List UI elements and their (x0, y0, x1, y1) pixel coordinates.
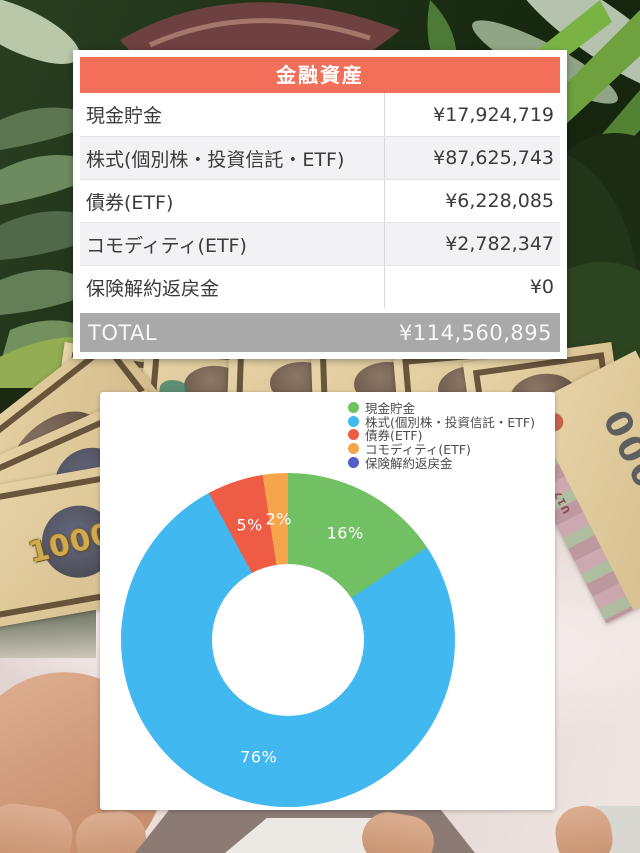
legend-item: 現金貯金 (348, 401, 535, 417)
asset-table-card: 金融資産 現金貯金 ¥17,924,719 株式(個別株・投資信託・ETF) ¥… (73, 50, 567, 359)
legend-label: 株式(個別株・投資信託・ETF) (365, 414, 535, 430)
donut-chart-card: 現金貯金 株式(個別株・投資信託・ETF) 債券(ETF) コモディティ(ETF… (100, 392, 555, 810)
row-value: ¥0 (529, 276, 554, 298)
total-value: ¥114,560,895 (399, 320, 552, 345)
legend-item: 保険解約返戻金 (348, 455, 535, 471)
pct-label: 76% (240, 747, 278, 767)
legend-marker (348, 443, 359, 455)
row-label: 債券(ETF) (80, 180, 385, 222)
row-label: 現金貯金 (80, 93, 385, 136)
table-row: コモディティ(ETF) ¥2,782,347 (80, 222, 560, 265)
table-row: 債券(ETF) ¥6,228,085 (80, 179, 560, 222)
row-value: ¥87,625,743 (433, 147, 554, 169)
table-total-row: TOTAL ¥114,560,895 (80, 313, 560, 352)
row-label: 株式(個別株・投資信託・ETF) (80, 137, 385, 179)
legend-label: 保険解約返戻金 (365, 455, 453, 471)
chart-legend: 現金貯金 株式(個別株・投資信託・ETF) 債券(ETF) コモディティ(ETF… (348, 401, 535, 471)
legend-label: 現金貯金 (365, 401, 416, 417)
total-label: TOTAL (88, 320, 158, 345)
table-title: 金融資産 (80, 57, 560, 93)
pct-label: 2% (265, 509, 292, 529)
table-row: 保険解約返戻金 ¥0 (80, 265, 560, 308)
row-label: コモディティ(ETF) (80, 223, 385, 265)
legend-label: 債券(ETF) (365, 428, 423, 444)
legend-label: コモディティ(ETF) (365, 442, 471, 458)
row-value: ¥17,924,719 (433, 103, 554, 126)
legend-item: 債券(ETF) (348, 428, 535, 444)
donut-hole (212, 564, 364, 716)
pct-label: 16% (326, 523, 364, 543)
table-row: 株式(個別株・投資信託・ETF) ¥87,625,743 (80, 136, 560, 179)
banknote-amount: 10000 (595, 399, 640, 544)
legend-marker (348, 456, 359, 468)
legend-marker (348, 402, 359, 414)
row-value: ¥2,782,347 (445, 233, 554, 255)
pct-label: 5% (236, 515, 263, 535)
legend-marker (348, 429, 359, 441)
table-row: 現金貯金 ¥17,924,719 (80, 93, 560, 136)
row-value: ¥6,228,085 (445, 190, 554, 212)
donut-chart: 16% 76% 5% 2% (121, 473, 455, 807)
row-label: 保険解約返戻金 (80, 266, 385, 308)
table-body: 現金貯金 ¥17,924,719 株式(個別株・投資信託・ETF) ¥87,62… (80, 93, 560, 308)
legend-marker (348, 415, 359, 427)
legend-item: 株式(個別株・投資信託・ETF) (348, 414, 535, 430)
legend-item: コモディティ(ETF) (348, 442, 535, 458)
plant-leaves-illustration (0, 0, 640, 400)
